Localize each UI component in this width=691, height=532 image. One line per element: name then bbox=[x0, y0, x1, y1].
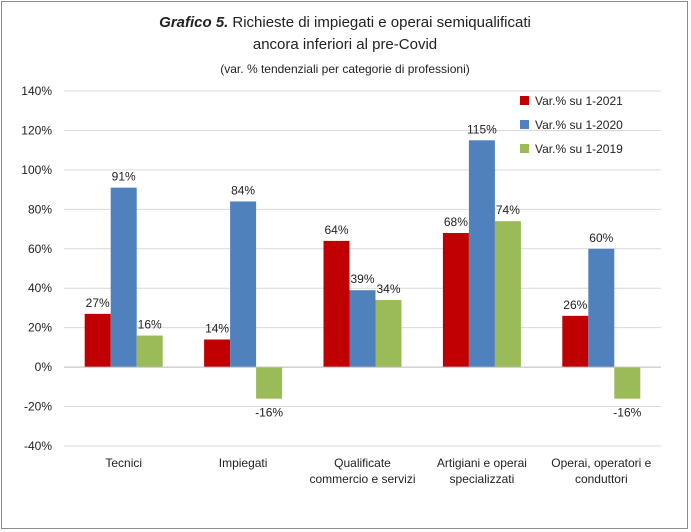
bar bbox=[323, 240, 350, 368]
bar bbox=[468, 140, 495, 368]
data-label: 74% bbox=[496, 203, 520, 217]
x-category-label: Operai, operatori e bbox=[551, 456, 651, 470]
axes: -40% -20% 0% 20% 40% 60% 80% 100% 120% 140% Tecnic… bbox=[21, 84, 661, 486]
data-label: 16% bbox=[138, 318, 162, 332]
bar bbox=[494, 221, 521, 368]
bar bbox=[349, 290, 376, 368]
legend-swatch bbox=[520, 96, 529, 105]
bar bbox=[204, 339, 231, 368]
data-label: 26% bbox=[563, 298, 587, 312]
data-label: 14% bbox=[205, 322, 229, 336]
y-tick-label: 40% bbox=[28, 281, 52, 295]
data-label: 60% bbox=[589, 231, 613, 245]
x-category-label: Artigiani e operai bbox=[437, 456, 527, 470]
bars: 27% 91% 16% 14% 84% -16% 64% 39%34% 68% 115% 74% 26… bbox=[84, 122, 642, 420]
legend-label: Var.% su 1-2020 bbox=[535, 118, 623, 132]
bar bbox=[375, 300, 402, 368]
y-tick-label: -40% bbox=[24, 439, 52, 453]
bar bbox=[136, 335, 163, 368]
data-label: 27% bbox=[86, 296, 110, 310]
legend-label: Var.% su 1-2021 bbox=[535, 94, 623, 108]
bar bbox=[110, 187, 137, 368]
bar bbox=[442, 233, 469, 368]
bar bbox=[256, 367, 283, 399]
x-category-label: Qualificate bbox=[334, 456, 391, 470]
bar bbox=[588, 248, 615, 368]
y-tick-label: 60% bbox=[28, 242, 52, 256]
data-label: 84% bbox=[231, 183, 255, 197]
y-tick-label: 80% bbox=[28, 202, 52, 216]
y-tick-label: -20% bbox=[24, 400, 52, 414]
chart-title-line-1: Grafico 5. Richieste di impiegati e opera… bbox=[159, 14, 531, 31]
chart-title-text: Richieste di impiegati e operai semiqual… bbox=[232, 14, 530, 31]
y-tick-label: 140% bbox=[21, 84, 52, 98]
gridlines bbox=[64, 90, 661, 447]
x-category-label: specializzati bbox=[450, 472, 515, 486]
bar bbox=[614, 367, 641, 399]
bar bbox=[84, 313, 111, 368]
data-label: 34% bbox=[376, 282, 400, 296]
data-label: 91% bbox=[112, 170, 136, 184]
bar bbox=[230, 201, 257, 368]
data-label: 64% bbox=[324, 223, 348, 237]
legend-swatch bbox=[520, 144, 529, 153]
y-tick-label: 100% bbox=[21, 163, 52, 177]
chart-subtitle: (var. % tendenziali per categorie di pro… bbox=[220, 62, 469, 76]
x-category-label: Tecnici bbox=[105, 456, 142, 470]
data-label: 68% bbox=[444, 215, 468, 229]
data-label: -16% bbox=[255, 406, 283, 420]
legend-swatch bbox=[520, 120, 529, 129]
data-label: 39% bbox=[350, 272, 374, 286]
x-category-label: Impiegati bbox=[219, 456, 268, 470]
bar bbox=[562, 315, 589, 368]
y-tick-label: 20% bbox=[28, 321, 52, 335]
data-label: 115% bbox=[467, 122, 497, 136]
chart-title-prefix: Grafico 5. bbox=[159, 14, 228, 31]
y-tick-label: 120% bbox=[21, 123, 52, 137]
legend: Var.% su 1-2021 Var.% su 1-2020 Var.% su 1… bbox=[520, 94, 623, 156]
x-category-label: commercio e servizi bbox=[309, 472, 415, 486]
y-tick-label: 0% bbox=[35, 360, 53, 374]
chart-title-line-2: ancora inferiori al pre-Covid bbox=[253, 36, 437, 53]
legend-label: Var.% su 1-2019 bbox=[535, 142, 623, 156]
x-category-label: conduttori bbox=[575, 472, 628, 486]
data-label: -16% bbox=[613, 406, 641, 420]
